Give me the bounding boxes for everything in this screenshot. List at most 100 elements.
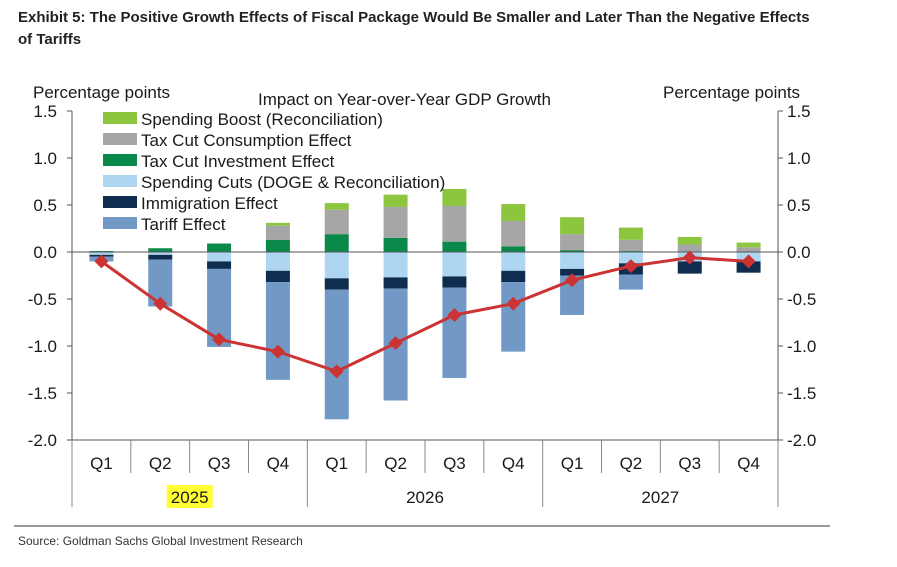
bar-segment — [207, 261, 232, 269]
bar-segment — [265, 225, 290, 240]
bar-segment — [324, 278, 349, 290]
line-marker — [565, 273, 580, 288]
bar-segment — [677, 261, 702, 274]
legend-label: Tariff Effect — [141, 215, 226, 234]
line-marker — [94, 254, 109, 269]
legend-label: Tax Cut Investment Effect — [141, 152, 335, 171]
bar-segment — [383, 252, 408, 278]
bar-segment — [324, 289, 349, 420]
exhibit-title: Exhibit 5: The Positive Growth Effects o… — [18, 9, 810, 48]
bar-segment — [383, 194, 408, 207]
line-marker — [741, 254, 756, 269]
x-tick-label: Q4 — [267, 454, 290, 473]
y-tick-label-left: 1.0 — [33, 149, 57, 168]
bar-segment — [265, 252, 290, 271]
bar-segment — [265, 222, 290, 226]
y-tick-label-right: 0.5 — [787, 196, 811, 215]
bar-segment — [324, 234, 349, 252]
line-marker — [212, 332, 227, 347]
chart-title: Impact on Year-over-Year GDP Growth — [258, 90, 551, 109]
y-tick-label-right: -1.5 — [787, 384, 816, 403]
bar-segment — [560, 268, 585, 276]
bar-segment — [265, 239, 290, 252]
legend: Spending Boost (Reconciliation) Tax Cut C… — [103, 110, 445, 234]
axes-layer: -2.0 -2.0 -1.5 -1.5 -1.0 -1.0 -0.5 -0.5 0.0 0.0 0.… — [28, 102, 816, 508]
x-tick-label: Q3 — [678, 454, 701, 473]
bar-segment — [736, 247, 761, 252]
bar-segment — [442, 287, 467, 378]
line-marker — [388, 336, 403, 351]
line-marker — [506, 296, 521, 311]
bar-segment — [148, 252, 173, 255]
x-tick-label: Q1 — [325, 454, 348, 473]
bar-segment — [501, 246, 526, 252]
legend-label: Tax Cut Consumption Effect — [141, 131, 352, 150]
y-tick-label-left: 1.5 — [33, 102, 57, 121]
year-label: 2026 — [406, 488, 444, 507]
bar-segment — [736, 242, 761, 248]
bar-segment — [207, 243, 232, 252]
bar-segment — [618, 274, 643, 290]
y-tick-label-right: 1.0 — [787, 149, 811, 168]
legend-label: Immigration Effect — [141, 194, 278, 213]
y-tick-label-left: -1.5 — [28, 384, 57, 403]
bar-segment — [442, 189, 467, 206]
x-tick-label: Q4 — [737, 454, 760, 473]
legend-swatch — [103, 112, 137, 124]
total-effect-line-layer — [94, 250, 756, 379]
bar-segment — [442, 241, 467, 252]
y-tick-label-right: 1.5 — [787, 102, 811, 121]
bar-segment — [442, 205, 467, 242]
legend-swatch — [103, 133, 137, 145]
legend-swatch — [103, 196, 137, 208]
bar-segment — [442, 276, 467, 288]
line-marker — [153, 296, 168, 311]
y-tick-label-left: -1.0 — [28, 337, 57, 356]
line-marker — [270, 344, 285, 359]
bar-segment — [207, 252, 232, 262]
bar-segment — [677, 236, 702, 245]
y-axis-label-left: Percentage points — [33, 83, 170, 102]
year-highlight — [166, 485, 213, 508]
bar-segment — [148, 248, 173, 252]
x-tick-label: Q3 — [443, 454, 466, 473]
bar-segment — [501, 204, 526, 221]
x-tick-label: Q1 — [561, 454, 584, 473]
bar-segment — [560, 252, 585, 269]
legend-label: Spending Cuts (DOGE & Reconciliation) — [141, 173, 445, 192]
bar-segment — [618, 252, 643, 264]
bar-segment — [265, 270, 290, 283]
bar-segment — [383, 237, 408, 252]
legend-label: Spending Boost (Reconciliation) — [141, 110, 383, 129]
bar-segment — [560, 217, 585, 235]
x-tick-label: Q4 — [502, 454, 525, 473]
year-label: 2025 — [171, 488, 209, 507]
bar-segment — [618, 239, 643, 252]
x-tick-label: Q2 — [384, 454, 407, 473]
x-tick-label: Q2 — [149, 454, 172, 473]
year-label: 2027 — [641, 488, 679, 507]
line-marker — [682, 250, 697, 265]
bar-segment — [501, 282, 526, 352]
x-tick-label: Q1 — [90, 454, 113, 473]
source-note: Source: Goldman Sachs Global Investment … — [18, 534, 303, 548]
bar-segment — [324, 203, 349, 210]
y-tick-label-left: -0.5 — [28, 290, 57, 309]
y-tick-label-left: 0.0 — [33, 243, 57, 262]
y-tick-label-right: -1.0 — [787, 337, 816, 356]
y-tick-label-left: -2.0 — [28, 431, 57, 450]
y-tick-label-left: 0.5 — [33, 196, 57, 215]
y-tick-label-right: -0.5 — [787, 290, 816, 309]
bar-segment — [324, 252, 349, 279]
y-tick-label-right: -2.0 — [787, 431, 816, 450]
bar-segment — [89, 252, 114, 255]
x-tick-label: Q2 — [620, 454, 643, 473]
bar-segment — [560, 234, 585, 251]
bar-segment — [677, 244, 702, 252]
line-marker — [447, 307, 462, 322]
bar-segment — [383, 277, 408, 289]
bar-segment — [501, 252, 526, 271]
total-effect-line — [100, 256, 749, 373]
y-tick-label-right: 0.0 — [787, 243, 811, 262]
